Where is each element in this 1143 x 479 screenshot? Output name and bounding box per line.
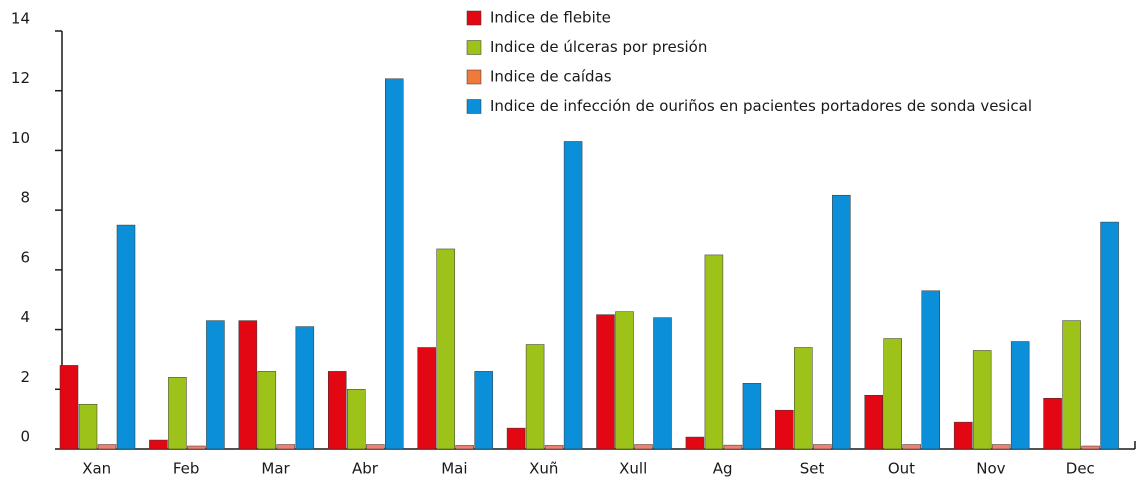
bar [972, 350, 992, 450]
x-tick-label: Xull [619, 460, 647, 478]
bar [149, 439, 168, 450]
bar [1043, 397, 1062, 450]
legend-label: Indice de flebite [490, 9, 611, 27]
x-tick-label: Xuñ [529, 460, 558, 478]
y-tick-label: 2 [20, 368, 30, 386]
legend-swatch [466, 10, 482, 26]
legend-label: Indice de úlceras por presión [490, 38, 707, 56]
bar [563, 141, 583, 450]
bar [328, 371, 347, 450]
bar [813, 444, 832, 450]
bar [59, 365, 79, 450]
bar [276, 444, 296, 450]
bar [1081, 445, 1100, 450]
bar [775, 409, 794, 450]
y-tick-label: 12 [11, 69, 30, 87]
bar [474, 371, 493, 450]
bar [794, 347, 813, 450]
y-tick-label: 0 [20, 428, 30, 446]
bar [78, 403, 98, 450]
bar [634, 444, 653, 450]
bar [615, 311, 634, 450]
bar [295, 326, 315, 450]
y-tick-label: 14 [11, 10, 30, 28]
bar [168, 377, 187, 450]
bar [1100, 221, 1119, 450]
x-tick-label: Abr [352, 460, 379, 478]
bar [385, 78, 404, 450]
bar [883, 338, 902, 450]
legend-label: Indice de infección de ouriños en pacien… [490, 97, 1032, 115]
bar [991, 444, 1011, 450]
x-tick-label: Xan [82, 460, 111, 478]
x-tick-label: Mar [261, 460, 290, 478]
bar [921, 290, 940, 450]
x-tick-label: Set [800, 460, 825, 478]
y-tick-label: 4 [20, 308, 30, 326]
bar [436, 248, 455, 450]
bar [953, 421, 973, 450]
y-tick-label: 10 [11, 129, 30, 147]
bar [238, 320, 258, 450]
legend-swatch [466, 40, 482, 55]
bar [742, 383, 762, 450]
bar [97, 444, 117, 450]
bar [417, 347, 436, 450]
bar [832, 194, 851, 450]
legend-swatch [466, 69, 482, 85]
bar [366, 444, 385, 450]
bar [347, 389, 366, 450]
x-tick-label: Nov [976, 460, 1005, 478]
y-tick-label: 8 [20, 189, 30, 207]
bar [1010, 341, 1030, 450]
bar [653, 317, 672, 450]
bar [864, 395, 883, 450]
bar [506, 427, 526, 450]
x-tick-label: Mai [441, 460, 467, 478]
bar [525, 344, 545, 450]
bar [902, 444, 921, 450]
bar [455, 445, 474, 450]
x-tick-label: Ag [713, 460, 733, 478]
legend-label: Indice de caídas [490, 68, 612, 86]
legend-swatch [466, 99, 482, 114]
bar [1062, 320, 1081, 450]
bar [206, 320, 225, 450]
bar [596, 314, 615, 450]
bar [116, 224, 136, 450]
bar [723, 444, 743, 450]
bar [544, 445, 564, 450]
bar [685, 436, 705, 450]
x-tick-label: Feb [173, 460, 200, 478]
bar [704, 254, 724, 450]
bar [257, 371, 277, 450]
x-tick-label: Dec [1066, 460, 1095, 478]
bar [187, 445, 206, 450]
x-tick-label: Out [888, 460, 915, 478]
y-tick-label: 6 [20, 248, 30, 266]
